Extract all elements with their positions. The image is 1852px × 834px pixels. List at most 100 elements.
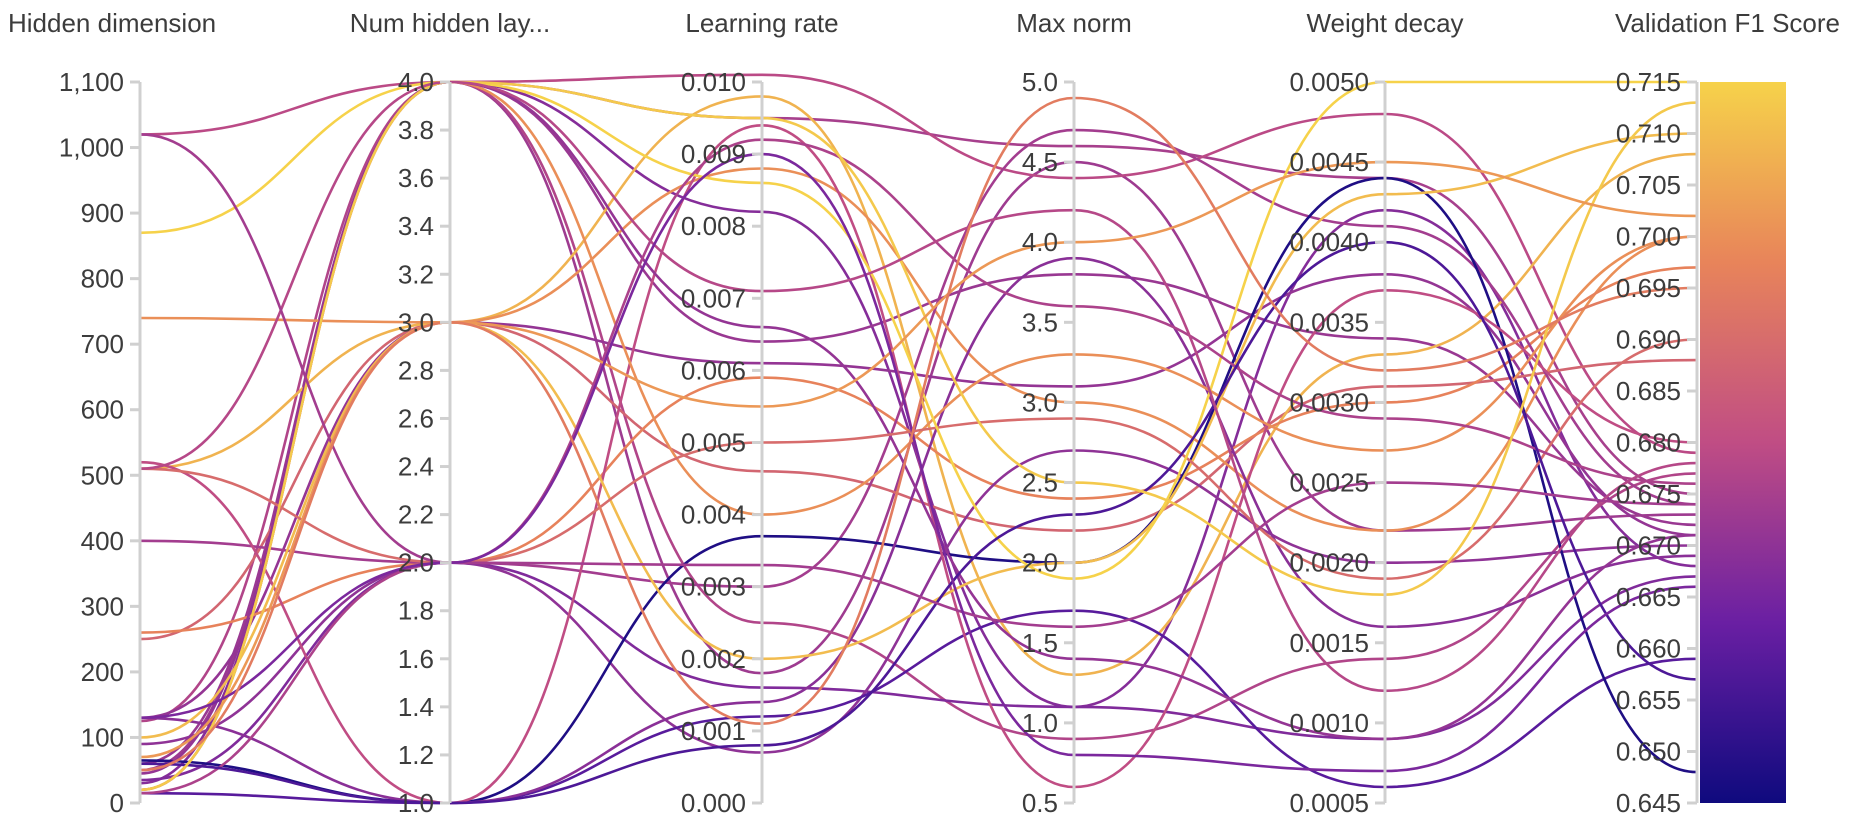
tick-label: 0.0040 [1289, 227, 1369, 257]
run-line[interactable] [139, 338, 1698, 581]
axis-max-norm[interactable]: Max norm 0.5 1.0 1.5 2.0 2.5 3.0 3.5 4.0 4.5 5.0 [1016, 8, 1132, 818]
tick-label: 0.645 [1616, 788, 1681, 818]
axis-title: Max norm [1016, 8, 1132, 38]
run-line[interactable] [139, 176, 1698, 805]
tick-label: 1,000 [59, 133, 124, 163]
tick-label: 0.003 [681, 572, 746, 602]
tick-label: 2.8 [398, 355, 434, 385]
tick-label: 1.5 [1022, 628, 1058, 658]
tick-label: 0.715 [1616, 67, 1681, 97]
tick-label: 0.0005 [1289, 788, 1369, 818]
axes: Hidden dimension 0 100 200 300 400 500 600 700 80… [8, 8, 1840, 818]
tick-label: 0.0025 [1289, 468, 1369, 498]
axis-title: Num hidden lay... [350, 8, 550, 38]
tick-label: 0.665 [1616, 582, 1681, 612]
run-line[interactable] [139, 80, 1698, 741]
tick-label: 0.004 [681, 500, 746, 530]
axis-hidden-dimension[interactable]: Hidden dimension 0 100 200 300 400 500 600 700 80… [8, 8, 216, 818]
axis-num-hidden-lay[interactable]: Num hidden lay... 1.0 1.2 1.4 1.6 1.8 2.0 2.2 2.… [350, 8, 550, 818]
run-line[interactable] [139, 240, 1698, 805]
tick-label: 0.005 [681, 428, 746, 458]
tick-label: 3.5 [1022, 307, 1058, 337]
tick-label: 3.8 [398, 115, 434, 145]
colorbar [1700, 82, 1786, 803]
tick-label: 0.5 [1022, 788, 1058, 818]
tick-label: 2.0 [1022, 548, 1058, 578]
tick-label: 500 [81, 460, 124, 490]
tick-label: 100 [81, 722, 124, 752]
tick-label: 300 [81, 591, 124, 621]
tick-label: 5.0 [1022, 67, 1058, 97]
tick-label: 900 [81, 198, 124, 228]
tick-label: 0.0010 [1289, 708, 1369, 738]
tick-label: 0.0045 [1289, 147, 1369, 177]
tick-label: 0.009 [681, 139, 746, 169]
axis-title: Weight decay [1306, 8, 1463, 38]
tick-label: 0.705 [1616, 170, 1681, 200]
tick-label: 400 [81, 526, 124, 556]
axis-validation-f1-score[interactable]: Validation F1 Score 0.645 0.650 0.655 0.660 0… [1615, 8, 1840, 818]
tick-label: 0.0020 [1289, 548, 1369, 578]
run-lines [139, 73, 1698, 805]
tick-label: 0.670 [1616, 531, 1681, 561]
run-line[interactable] [139, 160, 1698, 759]
tick-label: 0.650 [1616, 737, 1681, 767]
axis-weight-decay[interactable]: Weight decay 0.0005 0.0010 0.0015 0.0020 0.00… [1289, 8, 1463, 818]
tick-label: 0.660 [1616, 634, 1681, 664]
tick-label: 1.2 [398, 740, 434, 770]
colorbar-gradient [1700, 82, 1786, 803]
tick-label: 0.000 [681, 788, 746, 818]
tick-label: 0.008 [681, 211, 746, 241]
tick-label: 1.8 [398, 596, 434, 626]
tick-label: 2.6 [398, 403, 434, 433]
tick-label: 4.0 [398, 67, 434, 97]
tick-label: 0.0015 [1289, 628, 1369, 658]
tick-label: 2.2 [398, 500, 434, 530]
tick-label: 800 [81, 264, 124, 294]
tick-label: 2.4 [398, 452, 434, 482]
tick-label: 1.0 [1022, 708, 1058, 738]
tick-label: 0.695 [1616, 273, 1681, 303]
run-line[interactable] [139, 80, 1698, 693]
tick-label: 3.4 [398, 211, 434, 241]
tick-label: 0.0035 [1289, 307, 1369, 337]
tick-label: 1,100 [59, 67, 124, 97]
tick-label: 1.0 [398, 788, 434, 818]
run-line[interactable] [139, 133, 1698, 629]
run-line[interactable] [139, 152, 1698, 773]
tick-label: 0.010 [681, 67, 746, 97]
tick-label: 0 [110, 788, 124, 818]
axis-title: Hidden dimension [8, 8, 216, 38]
tick-label: 0.0050 [1289, 67, 1369, 97]
tick-label: 2.0 [398, 548, 434, 578]
run-line[interactable] [139, 138, 1698, 795]
axis-title: Validation F1 Score [1615, 8, 1840, 38]
tick-label: 0.006 [681, 355, 746, 385]
tick-label: 2.5 [1022, 468, 1058, 498]
tick-label: 0.685 [1616, 376, 1681, 406]
tick-label: 600 [81, 395, 124, 425]
tick-label: 0.690 [1616, 325, 1681, 355]
tick-label: 0.001 [681, 716, 746, 746]
tick-label: 0.680 [1616, 428, 1681, 458]
tick-label: 3.0 [398, 307, 434, 337]
tick-label: 0.002 [681, 644, 746, 674]
tick-label: 700 [81, 329, 124, 359]
run-line[interactable] [139, 80, 1698, 765]
tick-label: 3.6 [398, 163, 434, 193]
tick-label: 0.655 [1616, 685, 1681, 715]
axis-learning-rate[interactable]: Learning rate 0.000 0.001 0.002 0.003 0.004 0.… [681, 8, 839, 818]
tick-label: 0.007 [681, 283, 746, 313]
run-line[interactable] [139, 96, 1698, 772]
run-line[interactable] [139, 73, 1698, 455]
tick-label: 1.4 [398, 692, 434, 722]
tick-label: 0.675 [1616, 479, 1681, 509]
run-line[interactable] [139, 80, 1698, 792]
tick-label: 3.0 [1022, 387, 1058, 417]
run-line[interactable] [139, 320, 1698, 641]
axis-title: Learning rate [685, 8, 838, 38]
tick-label: 4.5 [1022, 147, 1058, 177]
tick-label: 0.0030 [1289, 387, 1369, 417]
tick-label: 200 [81, 657, 124, 687]
